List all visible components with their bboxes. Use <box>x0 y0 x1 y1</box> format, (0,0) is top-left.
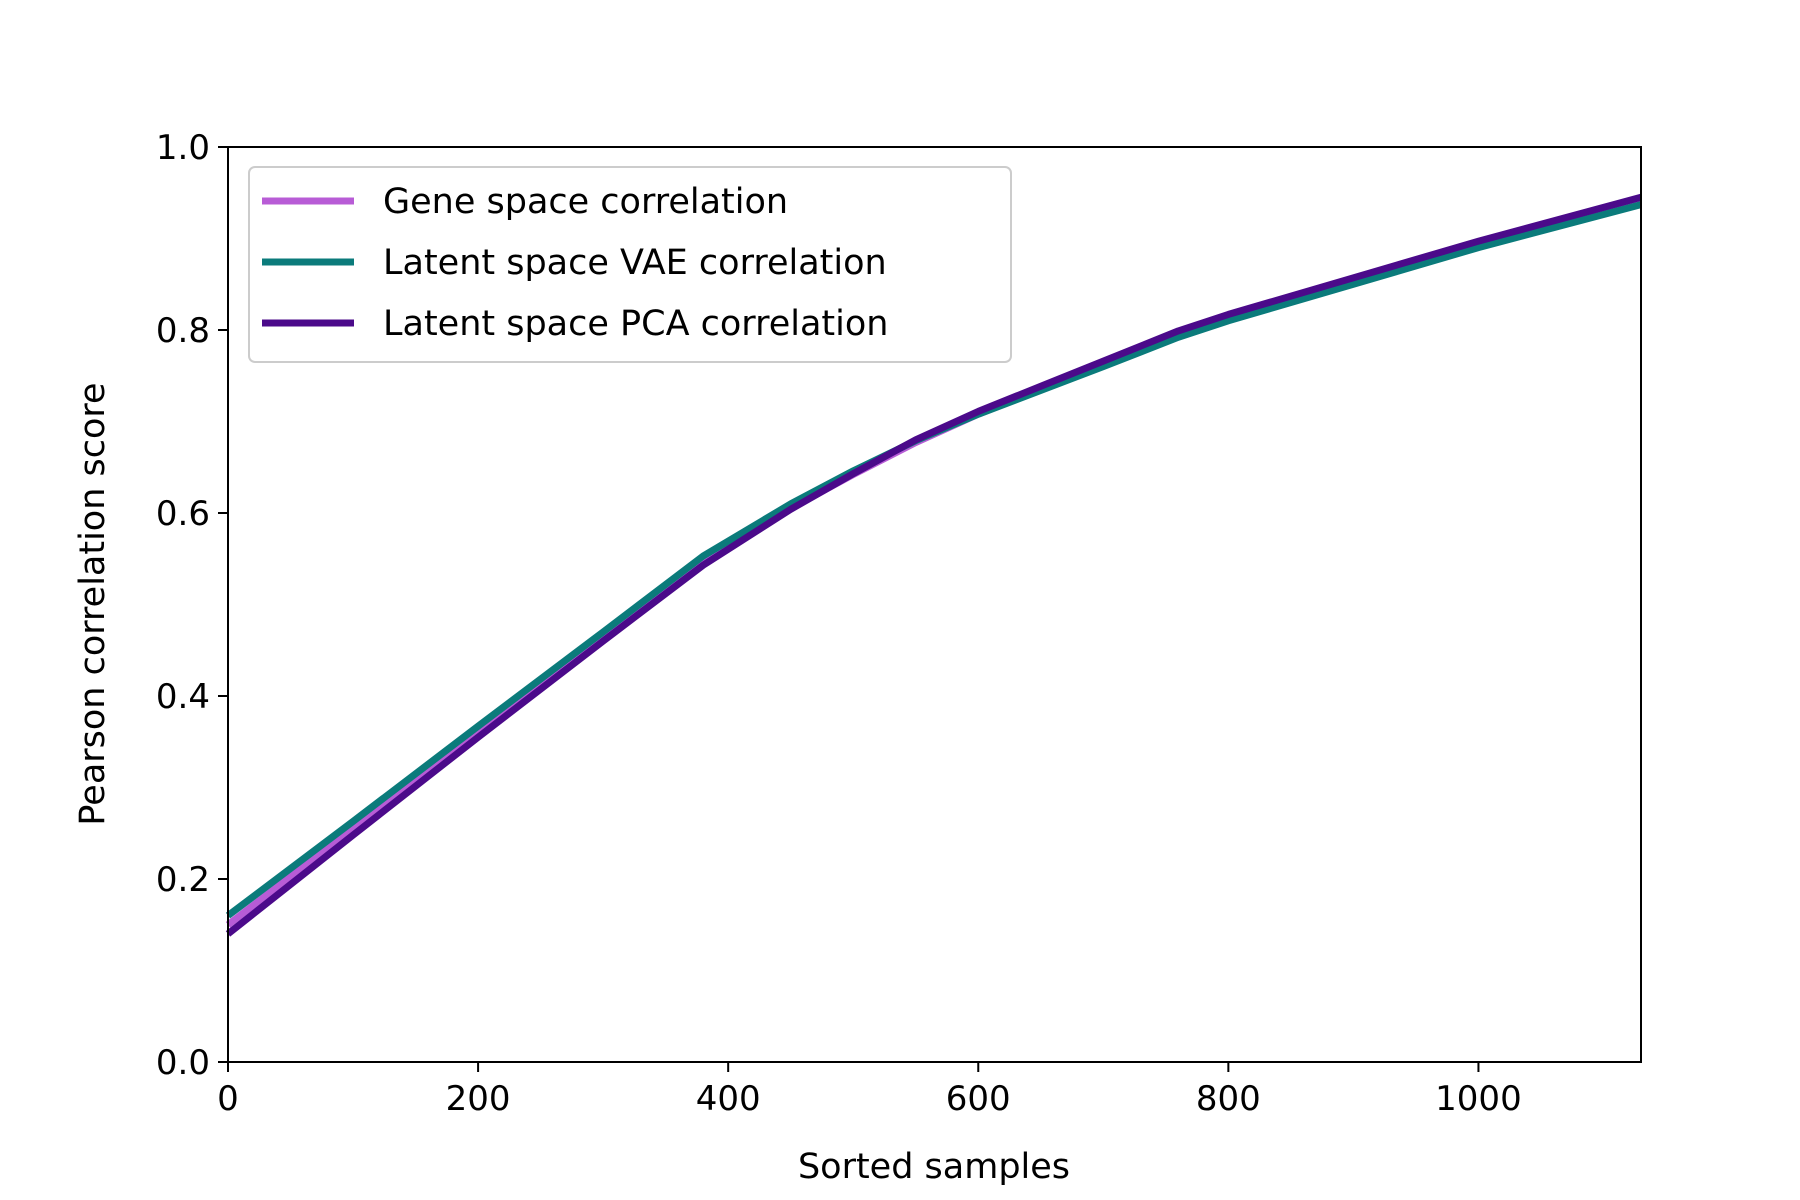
x-axis-ticks: 0 200 400 600 800 1000 <box>217 1062 1522 1119</box>
legend-box <box>248 166 1012 363</box>
x-tick-label: 800 <box>1196 1079 1261 1119</box>
legend-label: Latent space VAE correlation <box>383 243 887 283</box>
plot-frame <box>227 146 1642 1063</box>
y-axis-label: Pearson correlation score <box>73 382 113 825</box>
legend-label: Gene space correlation <box>383 182 788 222</box>
x-tick-label: 0 <box>217 1079 239 1119</box>
y-tick-label: 0.4 <box>156 677 210 717</box>
legend-label: Latent space PCA correlation <box>383 304 888 344</box>
x-tick-label: 200 <box>446 1079 511 1119</box>
y-axis-ticks: 0.0 0.2 0.4 0.6 0.8 1.0 <box>156 128 228 1083</box>
y-tick-label: 0.8 <box>156 311 210 351</box>
legend-entries: Gene space correlation Latent space VAE c… <box>262 182 888 344</box>
y-tick-label: 0.6 <box>156 494 210 534</box>
series-layer <box>225 193 1642 937</box>
x-tick-label: 600 <box>946 1079 1011 1119</box>
y-tick-label: 1.0 <box>156 128 210 168</box>
x-axis-label: Sorted samples <box>798 1147 1070 1187</box>
x-tick-label: 400 <box>696 1079 761 1119</box>
y-tick-label: 0.0 <box>156 1043 210 1083</box>
x-tick-label: 1000 <box>1435 1079 1522 1119</box>
legend: Gene space correlation Latent space VAE c… <box>248 166 1012 363</box>
y-tick-label: 0.2 <box>156 860 210 900</box>
series-line-3 <box>225 193 1642 937</box>
